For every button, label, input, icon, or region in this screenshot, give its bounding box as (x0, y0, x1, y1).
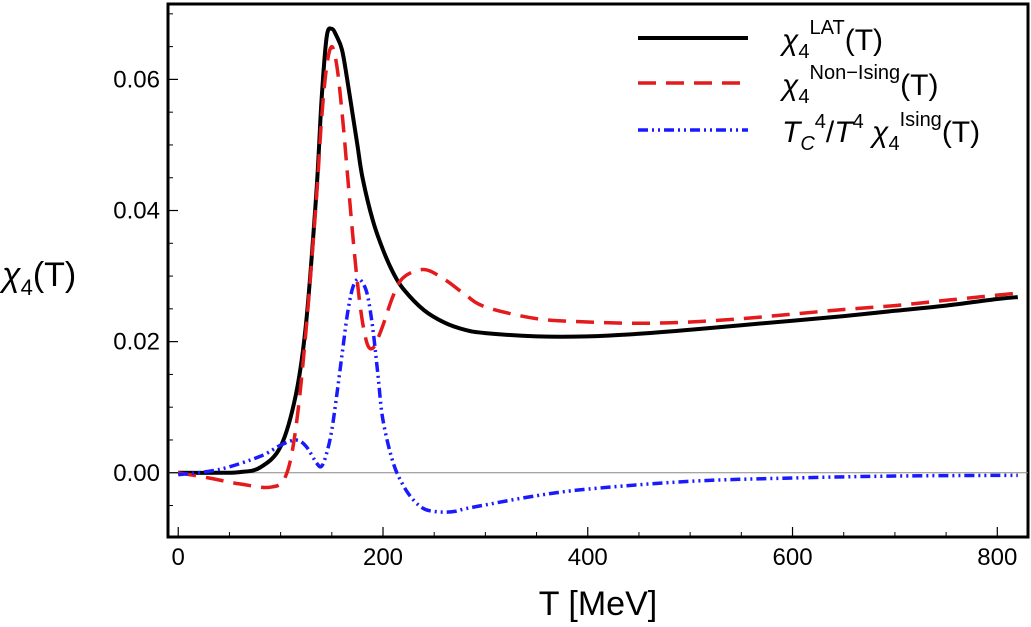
y-axis-title-sub: 4 (21, 275, 33, 300)
y-axis-title: χ4(T) (0, 256, 76, 300)
x-axis-title: T [MeV] (539, 585, 657, 623)
x-tick-label: 200 (363, 544, 403, 571)
y-tick-label: 0.06 (113, 66, 160, 93)
legend-label-0: χ4LAT(T) (779, 17, 883, 63)
y-tick-label: 0.04 (113, 198, 160, 225)
series-line-1 (177, 44, 1018, 490)
y-tick-label: 0.02 (113, 329, 160, 356)
legend-label-2: TC4/T4 χ4Ising(T) (782, 109, 980, 155)
series-layer (177, 26, 1018, 514)
x-tick-label: 600 (773, 544, 813, 571)
legend: χ4LAT(T)χ4Non−Ising(T)TC4/T4 χ4Ising(T) (638, 17, 980, 155)
legend-label-1: χ4Non−Ising(T) (779, 62, 938, 108)
x-tick-label: 800 (977, 544, 1017, 571)
x-tick-label: 0 (172, 544, 185, 571)
y-tick-label: 0.00 (113, 460, 160, 487)
x-tick-label: 400 (568, 544, 608, 571)
y-axis-title-base: χ (0, 256, 22, 294)
y-axis-title-suffix: (T) (33, 256, 76, 294)
tick-layer: 0 200 400 600 800 0.00 0.02 0.04 0.06 (113, 13, 1017, 571)
